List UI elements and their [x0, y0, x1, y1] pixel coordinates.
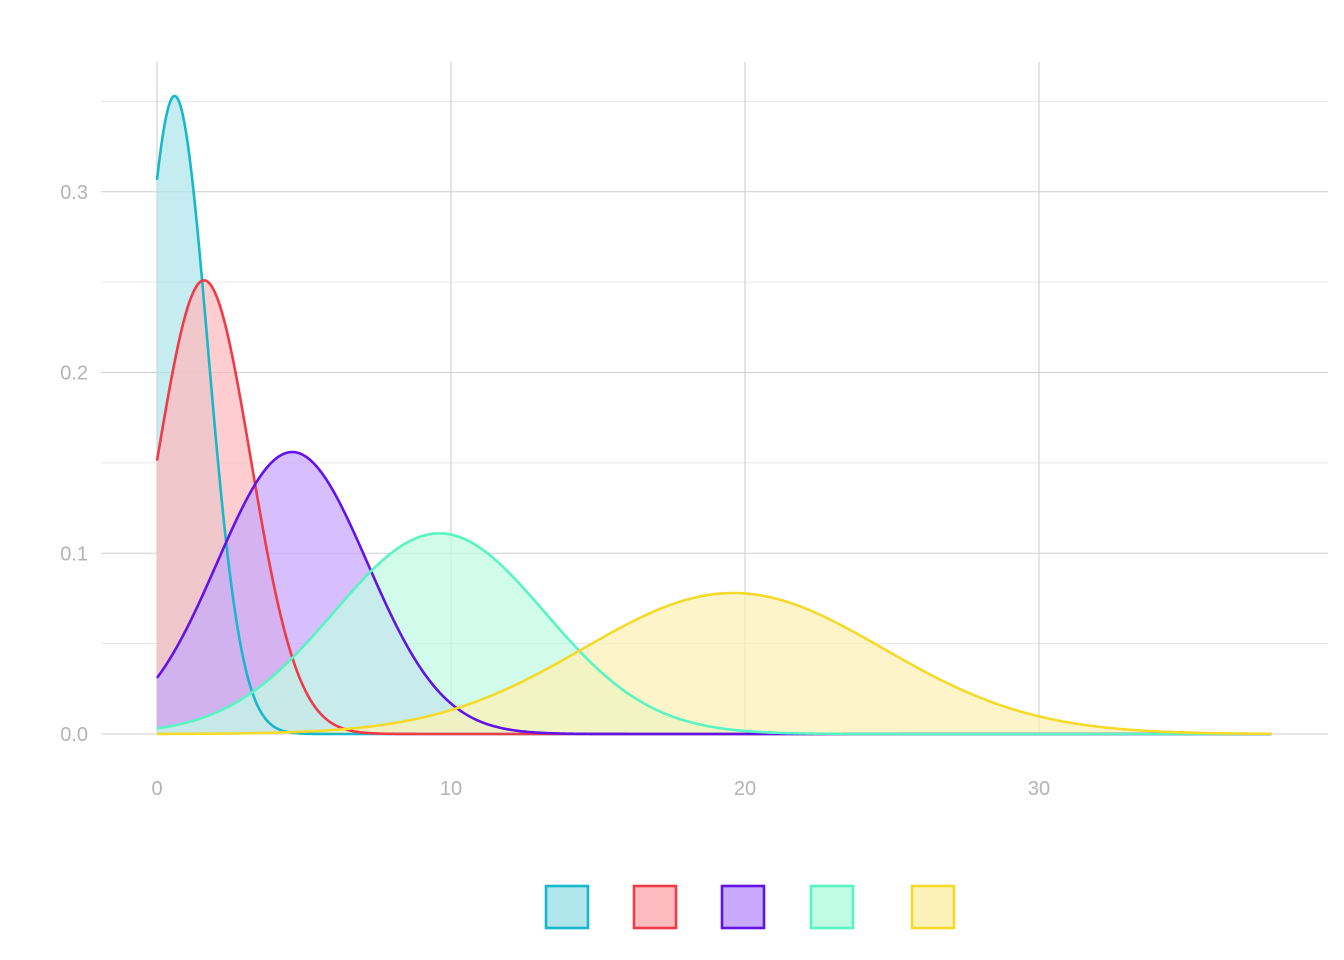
y-tick-label: 0.2	[60, 363, 88, 385]
legend-key-2	[632, 884, 678, 930]
y-tick-label: 0.3	[60, 182, 88, 204]
y-tick-label: 0.0	[60, 724, 88, 746]
density-line-4	[156, 532, 1272, 736]
density-area-5	[157, 593, 1272, 734]
legend-key-5	[910, 884, 956, 930]
x-axis-ticks: 0 10 20 30	[151, 778, 1050, 800]
y-tick-label: 0.1	[60, 543, 88, 565]
x-tick-label: 10	[440, 778, 462, 800]
y-axis-ticks: 0.0 0.1 0.2 0.3	[60, 182, 88, 746]
density-line-5	[157, 591, 1272, 736]
legend-key-1	[544, 884, 590, 930]
legend-key-4	[809, 884, 855, 930]
x-tick-label: 20	[734, 778, 756, 800]
x-tick-label: 30	[1028, 778, 1050, 800]
x-tick-label: 0	[151, 778, 162, 800]
density-lines	[155, 94, 1272, 736]
legend-key-3	[720, 884, 766, 930]
legend	[544, 884, 956, 930]
density-area-4	[157, 533, 1272, 734]
